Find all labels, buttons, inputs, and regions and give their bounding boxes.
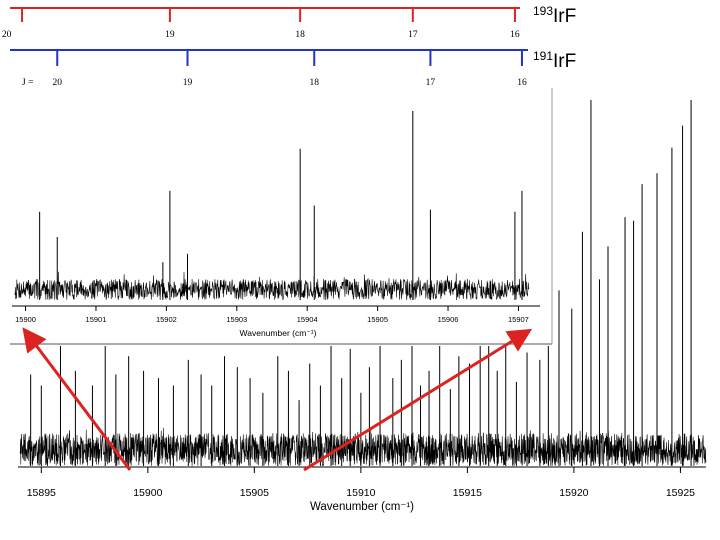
x-tick-label: 15905: [240, 487, 269, 499]
noise-trace: [19, 427, 707, 467]
isotope-191-element: Ir: [553, 51, 565, 72]
isotope-193-element: Ir: [553, 6, 565, 27]
j-label: 17: [408, 30, 418, 40]
x-tick-label: 15895: [27, 487, 56, 499]
main-x-axis-label: Wavenumber (cm⁻¹): [310, 501, 414, 513]
inset-x-ticks: 15900 15901 15902 15903 15904 15905 15906 15907: [15, 306, 529, 324]
ladder-191IrF-j-prefix: J =: [22, 78, 33, 88]
x-tick-label: 15903: [226, 315, 247, 324]
ladder-193IrF-labels: 19 18 17 16: [165, 30, 520, 40]
x-tick-label: 15900: [133, 487, 162, 499]
inset-x-axis-label: Wavenumber (cm⁻¹): [240, 328, 317, 338]
j-label: 20: [52, 78, 62, 88]
j-label: 18: [295, 30, 305, 40]
x-tick-label: 15906: [438, 315, 459, 324]
main-spectrum-panel: 15895 15900 15905 15910 15915 15920 15925 Wave…: [18, 100, 707, 513]
ladder-193IrF: J = 20 19 18 17 16 193IrF: [0, 4, 576, 40]
ladder-191IrF-ticks: [56, 50, 523, 66]
j-label: 19: [183, 78, 193, 88]
noise-trace: [14, 271, 530, 301]
x-tick-label: 15907: [508, 315, 529, 324]
isotope-193-mass: 193: [533, 4, 553, 18]
x-tick-label: 15902: [156, 315, 177, 324]
arrow-to-15900: [22, 327, 132, 471]
isotope-191-rest: F: [565, 51, 577, 72]
ladder-193IrF-j-prefix: J = 20: [0, 30, 12, 40]
ladder-191IrF: J = 20 19 18 17 16 191IrF: [10, 49, 576, 88]
x-tick-label: 15901: [86, 315, 107, 324]
j-label: 19: [165, 30, 175, 40]
x-tick-label: 15904: [297, 315, 318, 324]
isotope-label-191IrF: 191IrF: [533, 49, 576, 72]
x-tick-label: 15925: [666, 487, 695, 499]
j-label: 16: [510, 30, 520, 40]
inset-spectrum-panel: 15900 15901 15902 15903 15904 15905 15906 15907…: [10, 88, 553, 346]
arrow-to-15907: [303, 328, 533, 472]
isotope-191-mass: 191: [533, 49, 553, 63]
x-tick-label: 15900: [15, 315, 36, 324]
main-x-ticks: 15895 15900 15905 15910 15915 15920 15925: [27, 467, 695, 499]
j-label: 17: [426, 78, 436, 88]
ladder-191IrF-labels: 20 19 18 17 16: [52, 78, 526, 88]
j-label: 16: [517, 78, 527, 88]
inset-spectrum-trace: [14, 111, 530, 301]
zoom-arrows: [22, 327, 533, 472]
x-tick-label: 15905: [367, 315, 388, 324]
ladder-193IrF-ticks: [21, 8, 516, 22]
j-label: 18: [309, 78, 319, 88]
main-spectrum-trace: [19, 100, 707, 467]
isotope-label-193IrF: 193IrF: [533, 4, 576, 27]
inset-background: [10, 88, 552, 346]
x-tick-label: 15915: [453, 487, 482, 499]
isotope-193-rest: F: [565, 6, 577, 27]
x-tick-label: 15920: [559, 487, 588, 499]
x-tick-label: 15910: [346, 487, 375, 499]
